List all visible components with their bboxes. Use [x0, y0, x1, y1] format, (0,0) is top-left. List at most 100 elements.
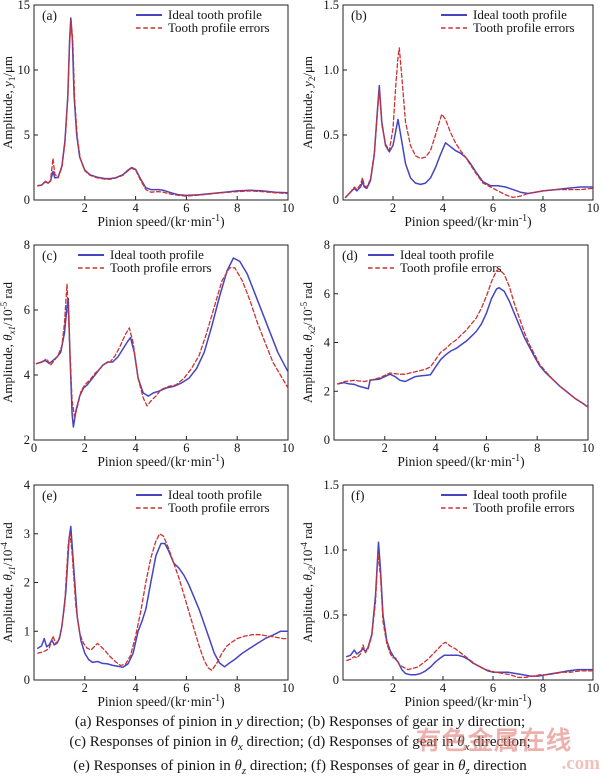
caption-segment: θ: [234, 758, 242, 774]
legend-label-ideal: Ideal tooth profile: [473, 487, 567, 502]
x-tick-label: 4: [132, 201, 139, 215]
plot-border: [342, 484, 594, 681]
x-tick-label: 8: [234, 441, 240, 455]
y-axis: 0 0.5 1.0 1.5: [323, 0, 347, 207]
x-tick-label: 4: [440, 201, 447, 215]
x-tick-label: 2: [390, 201, 396, 215]
series-curve-errors: [35, 267, 289, 418]
x-tick-label: 10: [587, 201, 600, 215]
caption-segment: (e) Responses of pinion in: [73, 758, 235, 774]
caption-line-2: (c) Responses of pinion in θx direction;…: [0, 733, 600, 758]
y-axis-label: Amplitude, θz2/10-4 rad: [300, 522, 317, 643]
plot-border: [33, 244, 289, 441]
caption-segment: direction: [469, 758, 527, 774]
x-tick-label: 10: [282, 201, 295, 215]
legend-label-ideal: Ideal tooth profile: [110, 247, 204, 262]
chart-canvas-a: 2 4 6 8 10 0 5 10 15 Pinion speed/(kr·min-1) Ampli…: [0, 0, 295, 229]
y-tick-label: 1.0: [323, 543, 339, 557]
y-axis-label: Amplitude, θx1/10-5 rad: [0, 282, 17, 403]
x-tick-label: 10: [282, 681, 295, 695]
x-axis: 2 4 6 8 10: [390, 676, 599, 695]
caption-segment: direction;: [469, 733, 531, 750]
y-tick-label: 0: [333, 673, 339, 687]
panel-label: (e): [42, 488, 57, 503]
caption-segment: x: [237, 740, 243, 753]
panel-label: (b): [351, 8, 367, 23]
x-axis-label: Pinion speed/(kr·min-1): [404, 693, 531, 709]
x-tick-label: 8: [534, 441, 540, 455]
y-axis-label: Amplitude, y1/μm: [0, 56, 17, 149]
legend-label-ideal: Ideal tooth profile: [168, 487, 262, 502]
x-tick-label: 2: [82, 441, 88, 455]
y-tick-label: 1: [24, 624, 30, 638]
x-axis: 2 4 6 8 10: [82, 196, 295, 215]
x-axis: 2 4 6 8 10: [82, 676, 295, 695]
caption-segment: direction; (d) Responses of gear in: [242, 733, 458, 750]
y-tick-label: 0: [324, 433, 330, 447]
series-curve-ideal: [344, 84, 594, 199]
y-tick-label: 6: [24, 303, 30, 317]
x-axis-label: Pinion speed/(kr·min-1): [404, 213, 531, 229]
caption-segment: θ: [458, 758, 466, 774]
chart-canvas-d: 2 4 6 8 10 0 2 4 6 8 Pinion speed/(kr·min-1) Amplit…: [299, 238, 595, 469]
x-axis-label: Pinion speed/(kr·min-1): [97, 213, 224, 229]
x-tick-label: 10: [582, 441, 595, 455]
plot-border: [33, 4, 289, 201]
y-tick-label: 0: [333, 193, 339, 207]
series-curve-errors: [337, 268, 589, 408]
caption-line-3: (e) Responses of pinion in θz direction;…: [0, 757, 600, 782]
y-tick-label: 15: [18, 0, 31, 12]
panel-label: (a): [42, 8, 57, 23]
x-tick-label: 6: [490, 201, 496, 215]
caption-segment: θ: [457, 733, 465, 750]
caption-segment: y: [457, 714, 464, 730]
y-axis-label: Amplitude, y2/μm: [300, 56, 317, 149]
caption-segment: θ: [230, 733, 238, 750]
x-tick-label: 0: [31, 441, 37, 455]
plot-border: [342, 4, 594, 201]
x-tick-label: 6: [183, 441, 189, 455]
x-axis: 2 4 6 8 10: [390, 196, 599, 215]
x-tick-label: 4: [132, 441, 139, 455]
legend-label-errors: Tooth profile errors: [168, 500, 270, 515]
y-tick-label: 4: [324, 336, 331, 350]
series-curve-errors: [344, 47, 594, 199]
series-curve-errors: [37, 18, 289, 197]
x-tick-label: 4: [440, 681, 447, 695]
caption-segment: direction; (f) Responses of gear in: [246, 758, 459, 774]
x-tick-label: 8: [234, 681, 240, 695]
x-tick-label: 6: [490, 681, 496, 695]
y-tick-label: 4: [24, 480, 31, 492]
caption-segment: (a) Responses of pinion in: [74, 714, 237, 730]
y-tick-label: 2: [324, 384, 330, 398]
caption-segment: direction;: [463, 714, 526, 730]
y-axis: 2 4 6 8: [24, 238, 38, 447]
series-curve-ideal: [35, 257, 289, 428]
subplot-d: 2 4 6 8 10 0 2 4 6 8 Pinion speed/(kr·min-1) Amplit…: [299, 238, 600, 480]
x-axis: 2 4 6 8 10: [382, 436, 595, 455]
caption-segment: (c) Responses of pinion in: [69, 733, 231, 750]
y-tick-label: 0.5: [323, 128, 339, 142]
y-axis: 0 2 4 6 8: [324, 238, 338, 447]
subplot-f: 2 4 6 8 10 0 0.5 1.0 1.5 Pinion speed/(kr·min-1) A…: [299, 478, 600, 720]
legend-label-ideal: Ideal tooth profile: [168, 7, 262, 22]
y-tick-label: 2: [24, 576, 30, 590]
y-tick-label: 5: [24, 128, 30, 142]
x-tick-label: 2: [82, 201, 88, 215]
caption-segment: direction; (b) Responses of gear in: [242, 714, 458, 730]
x-tick-label: 4: [432, 441, 439, 455]
y-axis: 0 5 10 15: [18, 0, 38, 207]
y-tick-label: 0: [24, 193, 30, 207]
subplot-e: 2 4 6 8 10 0 1 2 3 4 Pinion speed/(kr·min-1) Amplit…: [0, 478, 300, 720]
x-tick-label: 8: [234, 201, 240, 215]
y-tick-label: 2: [24, 433, 30, 447]
series-curve-errors: [346, 553, 594, 679]
x-tick-label: 6: [183, 201, 189, 215]
panel-label: (f): [351, 488, 365, 503]
